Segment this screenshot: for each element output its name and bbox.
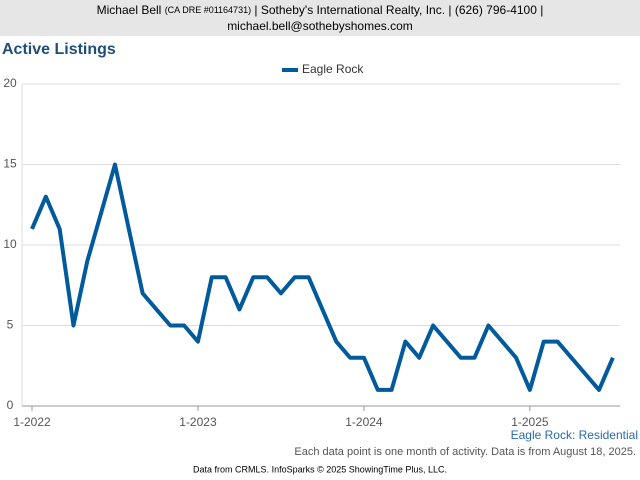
y-tick-label: 5	[7, 318, 14, 332]
chart-title: Active Listings	[2, 41, 116, 58]
license: (CA DRE #01164731)	[165, 5, 251, 15]
y-tick-label: 0	[7, 398, 14, 412]
x-tick-label: 1-2025	[511, 415, 549, 429]
plot: 0 5 10 15 20 1-2022 1-2023 1-2024 1-2025 Eagle Ro…	[3, 62, 620, 429]
y-tick-label: 10	[3, 237, 17, 251]
x-tick-label: 1-2024	[345, 415, 383, 429]
x-tick-label: 1-2022	[13, 415, 51, 429]
annotation: Eagle Rock: Residential	[511, 428, 638, 442]
y-tick-label: 20	[3, 76, 17, 90]
header-bar	[0, 0, 640, 36]
email: michael.bell@sothebyshomes.com	[227, 19, 413, 33]
header-line: Michael Bell (CA DRE #01164731) | Sotheb…	[97, 3, 544, 17]
company: | Sotheby's International Realty, Inc. |…	[254, 3, 543, 17]
line	[30, 162, 615, 392]
y-tick-label: 15	[3, 157, 17, 171]
agent-name: Michael Bell	[97, 3, 162, 17]
note: Each data point is one month of activity…	[294, 446, 636, 458]
legend-label: Eagle Rock	[302, 62, 364, 76]
source: Data from CRMLS. InfoSparks © 2025 Showi…	[193, 464, 447, 474]
x-tick-label: 1-2023	[179, 415, 217, 429]
